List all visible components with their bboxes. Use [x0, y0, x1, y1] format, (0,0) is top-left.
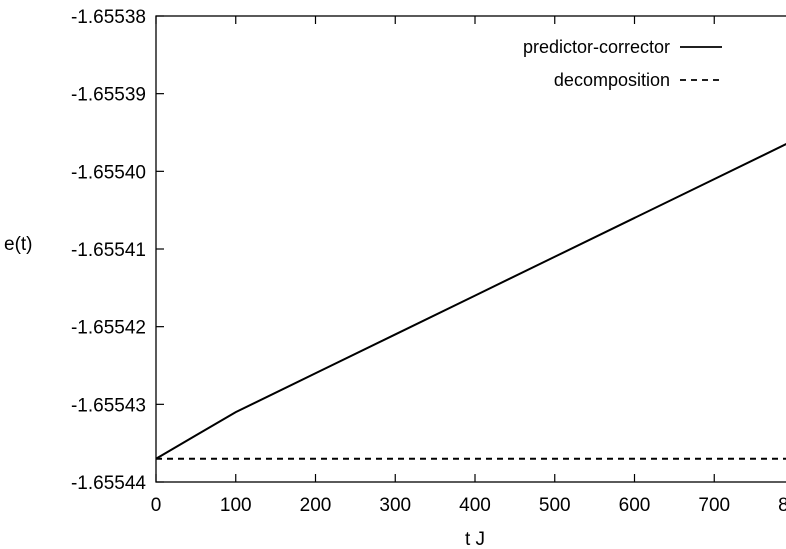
legend-label-predictor-corrector: predictor-corrector — [523, 37, 670, 57]
y-tick-label: -1.65543 — [71, 395, 146, 416]
x-tick-label: 700 — [698, 495, 730, 516]
x-axis-title: t J — [465, 529, 485, 549]
x-tick-label: 400 — [459, 495, 491, 516]
y-tick-label: -1.65544 — [71, 473, 146, 494]
y-tick-label: -1.65539 — [71, 85, 146, 106]
x-tick-label: 100 — [220, 495, 252, 516]
x-tick-label: 600 — [619, 495, 651, 516]
axis-ticks: 0 100 200 300 400 500 600 700 800 -1.65538 -1.6553… — [71, 7, 786, 516]
x-tick-label: 500 — [539, 495, 571, 516]
plot-frame — [155, 15, 786, 483]
y-tick-label: -1.65538 — [71, 7, 146, 28]
legend: predictor-corrector decomposition — [523, 37, 722, 90]
x-tick-label: 800 — [778, 495, 786, 516]
x-tick-label: 200 — [300, 495, 332, 516]
series-layer — [155, 143, 786, 460]
y-tick-label: -1.65542 — [71, 318, 146, 339]
y-tick-label: -1.65541 — [71, 240, 146, 261]
y-tick-label: -1.65540 — [71, 162, 146, 183]
y-axis-title: e(t) — [4, 234, 33, 255]
x-tick-label: 0 — [151, 495, 162, 516]
x-tick-label: 300 — [379, 495, 411, 516]
series-line-predictor-corrector — [155, 143, 786, 460]
legend-label-decomposition: decomposition — [554, 70, 670, 90]
